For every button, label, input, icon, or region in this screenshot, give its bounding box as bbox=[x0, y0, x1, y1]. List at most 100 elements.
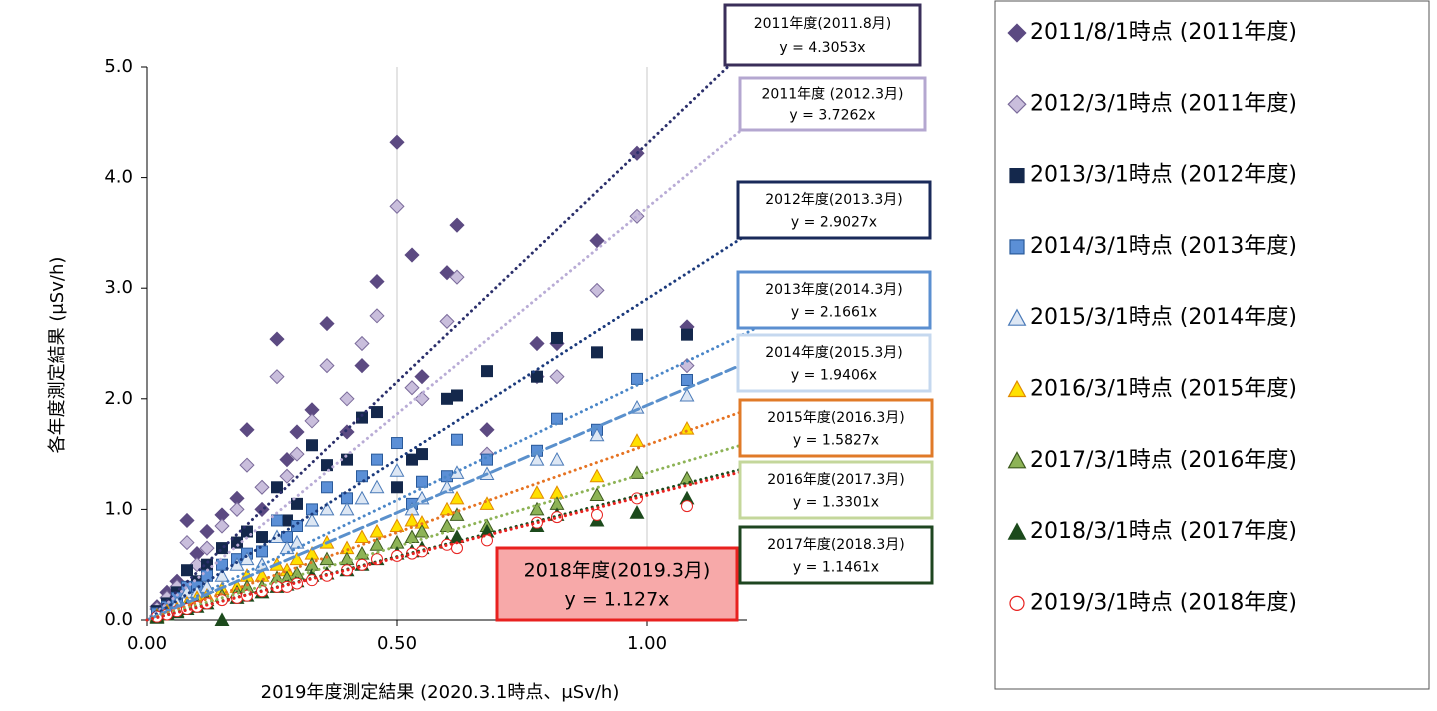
point bbox=[271, 514, 283, 527]
point bbox=[414, 369, 430, 385]
point bbox=[439, 479, 455, 494]
point bbox=[181, 564, 193, 577]
point bbox=[589, 233, 605, 249]
legend-label: 2014/3/1時点 (2013年度) bbox=[1030, 234, 1297, 259]
trendline-label-box bbox=[738, 76, 927, 132]
legend-box bbox=[994, 0, 1430, 690]
trendline bbox=[145, 65, 730, 622]
y-tick-label: 5.0 bbox=[104, 56, 133, 77]
point bbox=[404, 247, 420, 263]
y-tick-label: 0.0 bbox=[104, 609, 133, 630]
trendline-equation: y = 2.1661x bbox=[791, 304, 877, 320]
point bbox=[451, 433, 463, 446]
trendline-equation: y = 3.7262x bbox=[789, 107, 875, 123]
point bbox=[319, 358, 335, 374]
legend-label: 2012/3/1時点 (2011年度) bbox=[1030, 91, 1297, 116]
point bbox=[549, 451, 565, 466]
point bbox=[416, 448, 428, 461]
point bbox=[404, 512, 420, 527]
y-axis-title: 各年度測定結果 (μSv/h) bbox=[47, 257, 68, 454]
trendline-label: 2014年度(2015.3月) bbox=[765, 345, 903, 361]
point bbox=[589, 282, 605, 298]
point bbox=[449, 490, 465, 505]
point bbox=[404, 380, 420, 396]
x-tick-label: 1.00 bbox=[627, 633, 667, 654]
y-tick-label: 1.0 bbox=[104, 498, 133, 519]
trendline-label-box bbox=[738, 460, 934, 520]
point bbox=[289, 424, 305, 440]
legend-marker bbox=[1007, 379, 1027, 398]
point bbox=[416, 475, 428, 488]
legend-label: 2015/3/1時点 (2014年度) bbox=[1030, 305, 1297, 330]
point bbox=[304, 413, 320, 429]
point bbox=[679, 421, 695, 435]
point bbox=[306, 439, 318, 452]
point bbox=[321, 459, 333, 472]
point bbox=[631, 328, 643, 341]
point bbox=[681, 328, 693, 341]
x-tick-label: 0.00 bbox=[127, 633, 167, 654]
point bbox=[589, 487, 605, 502]
trendline-label: 2011年度 (2012.3月) bbox=[762, 87, 904, 103]
point bbox=[369, 308, 385, 324]
point bbox=[439, 518, 455, 532]
trendline-label: 2012年度(2013.3月) bbox=[765, 192, 903, 208]
point bbox=[216, 542, 228, 555]
legend-marker bbox=[1007, 522, 1027, 540]
x-axis-title: 2019年度測定結果 (2020.3.1時点、μSv/h) bbox=[261, 682, 620, 703]
point bbox=[371, 406, 383, 419]
point bbox=[214, 518, 230, 534]
point bbox=[271, 481, 283, 494]
point bbox=[319, 551, 335, 566]
point bbox=[239, 551, 255, 566]
point bbox=[589, 468, 605, 483]
point bbox=[391, 437, 403, 450]
point bbox=[591, 346, 603, 359]
trendline bbox=[145, 463, 771, 622]
trendline-label-box bbox=[738, 525, 934, 585]
point bbox=[179, 512, 195, 529]
point bbox=[319, 501, 335, 516]
point bbox=[479, 422, 495, 438]
legend-marker bbox=[1009, 595, 1025, 612]
trendline-equation: y = 1.5827x bbox=[793, 432, 879, 448]
x-tick-label: 0.50 bbox=[377, 633, 417, 654]
trendline-label: 2016年度(2017.3月) bbox=[767, 472, 905, 488]
trendline-label-box bbox=[738, 398, 934, 458]
point bbox=[254, 479, 270, 495]
point bbox=[439, 501, 455, 516]
y-tick-label: 2.0 bbox=[104, 388, 133, 409]
trendline-equation: y = 1.127x bbox=[565, 588, 670, 610]
point bbox=[406, 453, 418, 466]
point bbox=[481, 534, 493, 547]
legend-marker bbox=[1007, 308, 1027, 326]
point bbox=[354, 529, 370, 544]
series bbox=[149, 387, 695, 621]
legend-label: 2013/3/1時点 (2012年度) bbox=[1030, 163, 1297, 188]
point bbox=[369, 273, 385, 290]
point bbox=[289, 534, 305, 549]
y-tick-label: 4.0 bbox=[104, 167, 133, 188]
point bbox=[441, 392, 453, 405]
point bbox=[356, 411, 368, 424]
legend-label: 2016/3/1時点 (2015年度) bbox=[1030, 377, 1297, 402]
point bbox=[281, 514, 293, 527]
legend-marker bbox=[1007, 451, 1027, 469]
trendline-label: 2013年度(2014.3月) bbox=[765, 282, 903, 298]
legend-label: 2017/3/1時点 (2016年度) bbox=[1030, 448, 1297, 473]
trendline bbox=[145, 219, 771, 622]
point bbox=[304, 512, 320, 527]
legend-label: 2011/8/1時点 (2011年度) bbox=[1030, 20, 1297, 45]
point bbox=[529, 335, 545, 352]
trendline-label-box bbox=[723, 3, 922, 67]
point bbox=[389, 463, 405, 477]
point bbox=[199, 540, 215, 556]
trendline-equation: y = 4.3053x bbox=[779, 40, 865, 56]
trendline-label: 2017年度(2018.3月) bbox=[767, 537, 905, 553]
point bbox=[369, 523, 385, 538]
point bbox=[389, 198, 405, 214]
point bbox=[591, 508, 603, 521]
point bbox=[356, 470, 368, 483]
point bbox=[551, 331, 563, 344]
point bbox=[389, 518, 405, 532]
